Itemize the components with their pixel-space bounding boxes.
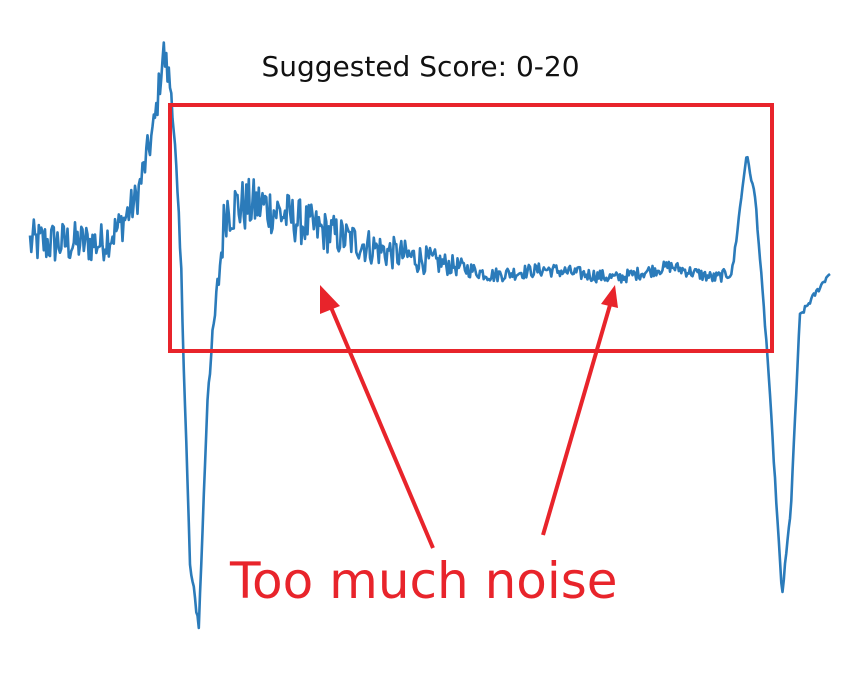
arrow-left-head	[320, 285, 340, 314]
highlight-box	[168, 103, 774, 353]
arrow-left-shaft	[328, 304, 435, 549]
series-line	[28, 41, 831, 630]
series-layer	[28, 41, 831, 630]
annotation-label: Too much noise	[230, 552, 618, 610]
arrow-right-shaft	[541, 304, 612, 536]
arrow-right-head	[601, 285, 618, 308]
annotation-layer	[168, 103, 774, 549]
chart-title: Suggested Score: 0-20	[261, 50, 580, 83]
